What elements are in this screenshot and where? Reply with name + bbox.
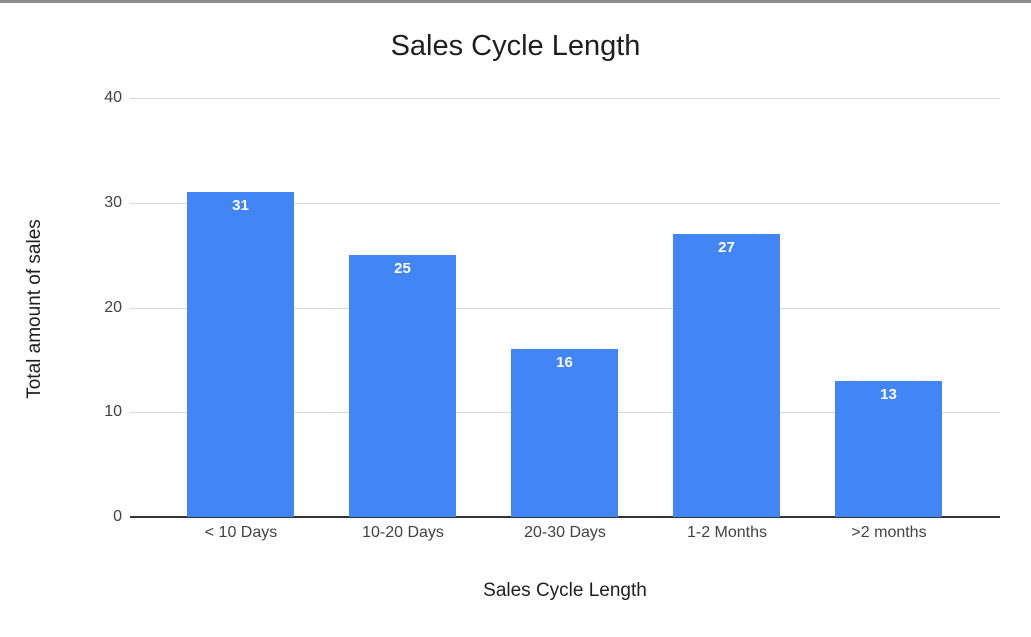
bar-series: 31 25 16 27 13 xyxy=(160,98,970,517)
bar-slot-0: 31 xyxy=(160,98,322,517)
bar-slot-4: 13 xyxy=(808,98,970,517)
x-axis-baseline xyxy=(130,516,1000,518)
y-axis-title: Total amount of sales xyxy=(24,219,45,399)
y-tick-label-30: 30 xyxy=(104,193,122,211)
x-axis-title: Sales Cycle Length xyxy=(483,580,647,601)
gridline-y-30 xyxy=(130,202,1000,204)
plot-area: 31 25 16 27 13 xyxy=(130,98,1000,518)
bar-1[interactable]: 25 xyxy=(349,255,456,517)
x-category-label-0: < 10 Days xyxy=(204,524,278,541)
window-top-border xyxy=(0,0,1031,3)
chart-title: Sales Cycle Length xyxy=(390,30,641,62)
y-tick-label-10: 10 xyxy=(104,403,122,421)
x-category-label-2: 20-30 Days xyxy=(524,524,606,541)
y-tick-label-40: 40 xyxy=(104,89,122,106)
y-tick-label-0: 0 xyxy=(113,508,122,525)
x-category-label-3: 1-2 Months xyxy=(686,524,768,541)
y-tick-label-20: 20 xyxy=(104,298,122,316)
bar-slot-1: 25 xyxy=(322,98,484,517)
x-category-label-4: >2 months xyxy=(851,524,927,541)
bar-value-label-4: 13 xyxy=(880,385,897,403)
bar-value-label-3: 27 xyxy=(718,239,735,257)
bar-value-label-0: 31 xyxy=(232,197,249,215)
gridline-y-40 xyxy=(130,98,1000,99)
gridline-y-20 xyxy=(130,307,1000,309)
bar-slot-2: 16 xyxy=(484,98,646,517)
bar-4[interactable]: 13 xyxy=(835,380,942,517)
bar-3[interactable]: 27 xyxy=(673,234,780,517)
bar-slot-3: 27 xyxy=(646,98,808,517)
bar-value-label-1: 25 xyxy=(394,260,411,278)
bar-value-label-2: 16 xyxy=(556,354,573,372)
bar-2[interactable]: 16 xyxy=(511,349,618,517)
bar-0[interactable]: 31 xyxy=(187,192,294,517)
x-category-label-1: 10-20 Days xyxy=(362,524,444,541)
